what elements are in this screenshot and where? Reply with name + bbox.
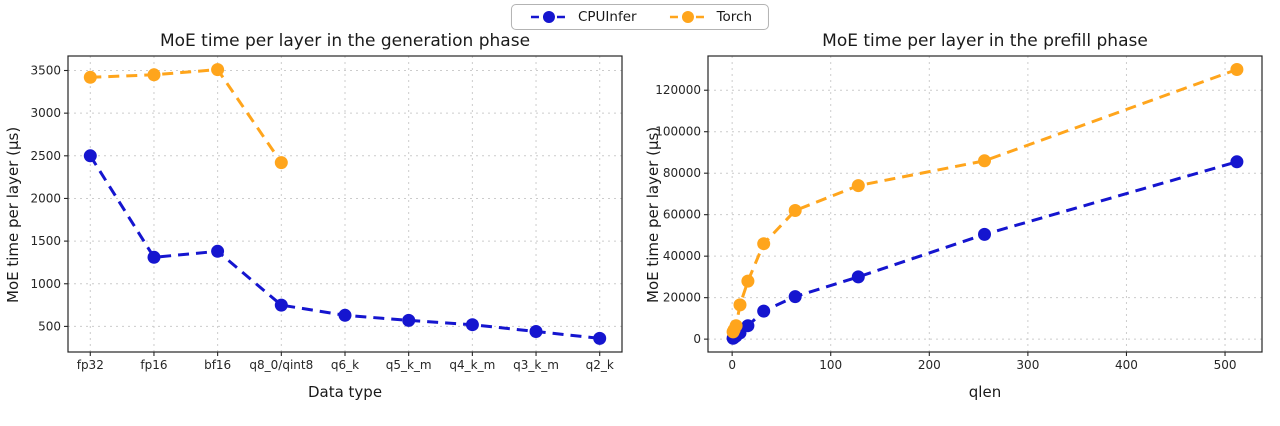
chart-title-prefill: MoE time per layer in the prefill phase (822, 31, 1148, 51)
y-tick-label: 3500 (30, 64, 61, 78)
legend-item-torch: Torch (667, 9, 752, 25)
y-tick-label: 0 (693, 332, 701, 346)
data-point-cpuinfer (593, 331, 607, 345)
y-tick-label: 2000 (30, 191, 61, 205)
legend: CPUInfer Torch (510, 4, 770, 30)
x-tick-label: q6_k (331, 358, 359, 372)
data-point-torch (147, 68, 161, 82)
y-tick-label: 2500 (30, 149, 61, 163)
data-point-cpuinfer (274, 298, 288, 312)
x-tick-label: q3_k_m (513, 358, 559, 372)
x-tick-label: q4_k_m (449, 358, 495, 372)
x-tick-label: 0 (728, 358, 736, 372)
y-tick-label: 1500 (30, 234, 61, 248)
legend-label-cpuinfer: CPUInfer (577, 9, 637, 25)
data-point-cpuinfer (211, 244, 225, 258)
y-tick-label: 100000 (655, 125, 701, 139)
x-tick-label: 200 (918, 358, 941, 372)
y-tick-label: 1000 (30, 277, 61, 291)
x-tick-label: fp16 (140, 358, 167, 372)
data-point-cpuinfer (338, 308, 352, 322)
data-point-cpuinfer (465, 318, 479, 332)
x-axis-label-generation: Data type (307, 383, 383, 401)
plot-border (67, 55, 623, 353)
legend-marker-cpuinfer-icon (530, 11, 567, 23)
x-tick-label: 500 (1214, 358, 1237, 372)
data-point-cpuinfer (1230, 155, 1244, 169)
y-tick-label: 40000 (663, 249, 701, 263)
y-tick-label: 120000 (655, 83, 701, 97)
x-tick-label: q8_0/qint8 (249, 358, 313, 372)
data-point-cpuinfer (978, 227, 991, 241)
series-line-torch (731, 68, 1238, 333)
y-tick-label: 500 (38, 319, 61, 333)
plot-border (707, 55, 1263, 353)
figure-generation-phase: MoE time per layer in the generation pha… (4, 31, 623, 401)
legend-marker-torch-icon (669, 11, 706, 23)
x-tick-label: 100 (819, 358, 842, 372)
data-point-cpuinfer (83, 149, 97, 163)
data-point-cpuinfer (741, 319, 755, 333)
data-point-torch (788, 204, 802, 217)
data-point-torch (978, 154, 991, 168)
data-point-torch (729, 319, 743, 333)
data-point-torch (211, 63, 225, 77)
x-tick-label: 400 (1115, 358, 1138, 372)
data-point-torch (83, 70, 97, 84)
data-point-cpuinfer (851, 270, 865, 284)
data-point-torch (733, 298, 747, 312)
data-point-cpuinfer (147, 250, 161, 264)
y-tick-label: 3000 (30, 106, 61, 120)
data-point-cpuinfer (788, 290, 802, 304)
x-tick-label: 300 (1016, 358, 1039, 372)
data-point-cpuinfer (757, 304, 771, 318)
data-point-torch (741, 274, 755, 288)
data-point-torch (1230, 63, 1244, 76)
x-tick-label: q5_k_m (386, 358, 432, 372)
data-point-torch (851, 179, 865, 193)
y-tick-label: 60000 (663, 208, 701, 222)
chart-title-generation: MoE time per layer in the generation pha… (159, 31, 531, 51)
legend-item-cpuinfer: CPUInfer (528, 9, 637, 25)
series-line-torch (90, 68, 283, 164)
y-tick-label: 80000 (663, 166, 701, 180)
legend-label-torch: Torch (716, 9, 753, 25)
series-line-cpuinfer (732, 160, 1238, 340)
data-point-torch (274, 156, 288, 170)
x-tick-label: fp32 (77, 358, 104, 372)
figure-prefill-phase: MoE time per layer in the prefill phase … (640, 0, 1280, 426)
y-tick-label: 20000 (663, 291, 701, 305)
x-axis-label-prefill: qlen (968, 383, 1002, 401)
data-point-cpuinfer (402, 313, 416, 327)
x-tick-label: bf16 (204, 358, 231, 372)
x-tick-label: q2_k (586, 358, 614, 372)
data-point-cpuinfer (529, 325, 543, 338)
plot-canvas-prefill: 0 20000 40000 60000 80000 100000 120000 0 100 200… (655, 55, 1263, 372)
data-point-torch (757, 237, 771, 251)
plot-canvas-generation: 500 1000 1500 2000 2500 3000 3500 fp32 fp16 bf16 q… (30, 55, 623, 372)
